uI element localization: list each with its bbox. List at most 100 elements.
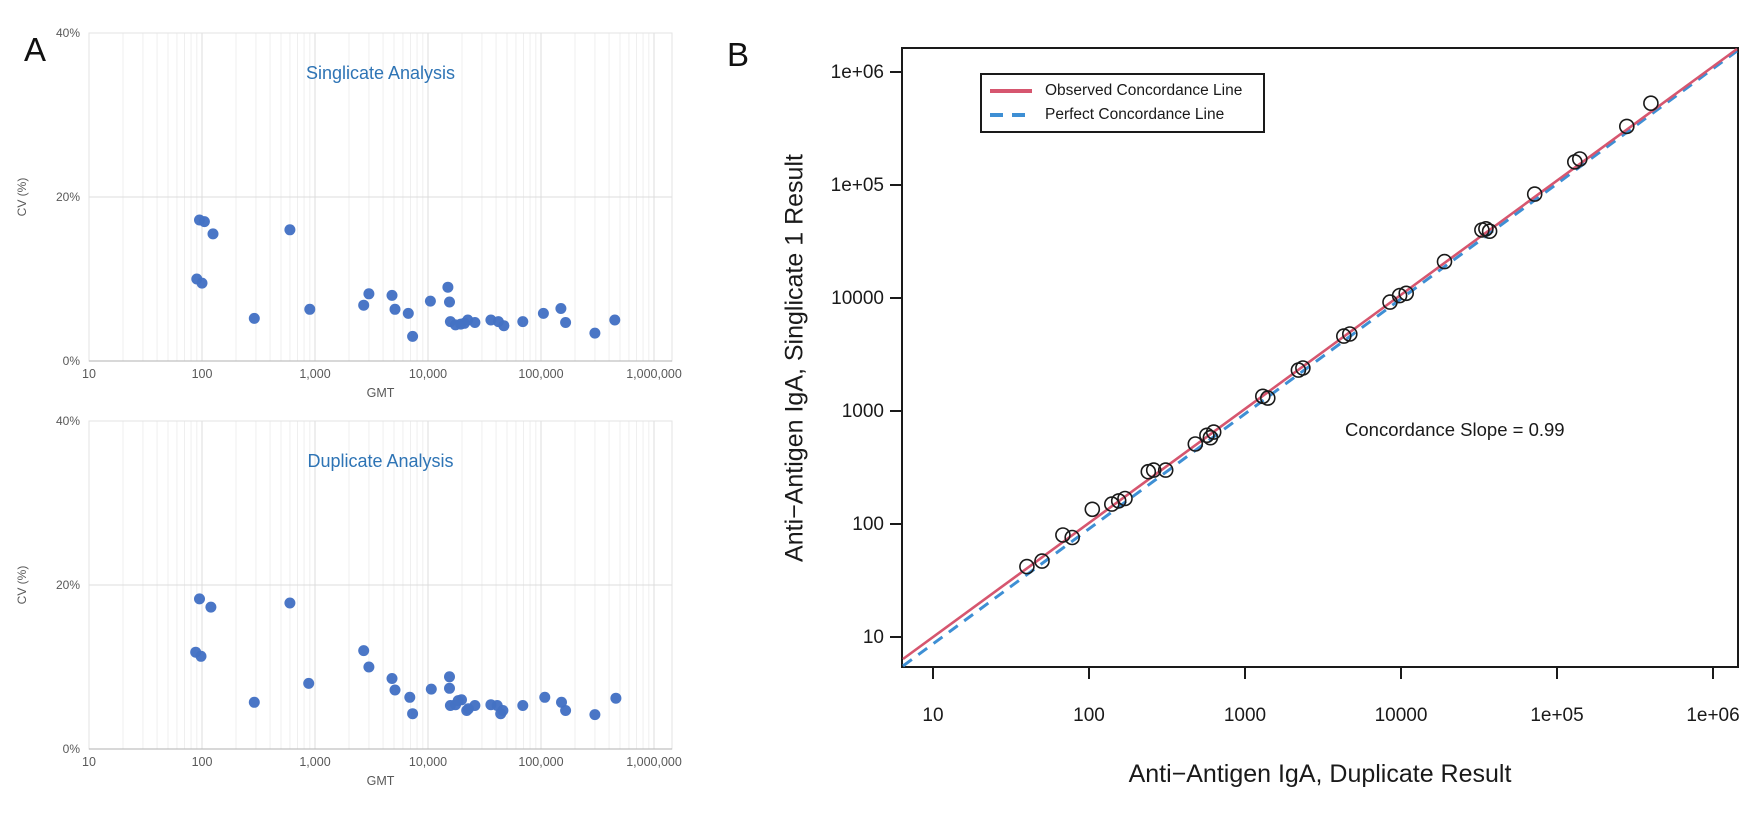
x-tick-label: 100,000 (518, 367, 563, 381)
data-point (469, 317, 481, 328)
data-point (358, 299, 370, 311)
x-tick-label: 10,000 (409, 367, 447, 381)
concordance-y-axis-title: Anti−Antigen IgA, Singlicate 1 Result (780, 154, 809, 562)
data-point (1084, 501, 1101, 518)
data-point (1055, 527, 1071, 543)
data-point (560, 317, 572, 328)
y-tick-label: 0% (63, 742, 81, 756)
data-point (1019, 558, 1035, 575)
x-tick-label: 1,000 (299, 755, 330, 769)
data-point (1572, 151, 1588, 167)
observed-line-sample (990, 89, 1032, 93)
y-tick-label: 1e+05 (831, 175, 884, 196)
data-point (497, 705, 509, 716)
data-point (517, 700, 529, 711)
data-point (1398, 285, 1414, 302)
data-point (389, 684, 401, 696)
y-tick-label: 20% (56, 190, 80, 204)
data-point (404, 691, 416, 703)
data-point (304, 303, 316, 315)
concordance-x-axis-title: Anti−Antigen IgA, Duplicate Result (1128, 760, 1512, 788)
singlicate-y-axis-title: CV (%) (15, 177, 29, 217)
data-point (444, 682, 455, 694)
x-tick-label: 100,000 (518, 755, 563, 769)
x-tick-label: 1e+06 (1686, 705, 1739, 726)
data-point (1187, 436, 1204, 452)
x-tick-label: 100 (192, 367, 213, 381)
y-tick-label: 40% (56, 26, 80, 40)
data-point (1145, 462, 1162, 478)
data-point (469, 700, 481, 711)
data-point (358, 645, 370, 657)
y-tick-label: 10000 (831, 288, 884, 309)
x-tick-label: 1,000,000 (626, 755, 682, 769)
data-point (389, 303, 401, 315)
data-point (386, 673, 398, 684)
data-point (444, 671, 455, 683)
data-point (303, 677, 315, 689)
data-point (196, 277, 208, 289)
data-point (1034, 553, 1050, 569)
data-point (284, 224, 296, 236)
data-point (589, 709, 601, 721)
duplicate-chart-title: Duplicate Analysis (307, 451, 454, 471)
data-point (1643, 95, 1659, 111)
data-point (407, 708, 419, 720)
duplicate-x-axis-title: GMT (366, 774, 395, 788)
data-point (363, 288, 375, 300)
data-point (425, 683, 437, 695)
panel-a-label: A (24, 31, 47, 68)
x-tick-label: 10000 (1375, 705, 1428, 726)
x-tick-label: 1,000 (299, 367, 330, 381)
y-tick-label: 10 (863, 627, 884, 648)
legend-entry-perfect: Perfect Concordance Line (990, 106, 1263, 124)
y-tick-label: 1e+06 (831, 62, 884, 83)
x-tick-label: 100 (1073, 705, 1105, 726)
x-tick-label: 10 (922, 705, 943, 726)
data-point (1436, 253, 1453, 270)
x-tick-label: 1000 (1224, 705, 1266, 726)
concordance-slope-annotation: Concordance Slope = 0.99 (1345, 419, 1565, 440)
x-tick-label: 10,000 (409, 755, 447, 769)
data-point (1157, 462, 1174, 478)
data-point (498, 320, 510, 332)
data-point (248, 312, 260, 324)
y-tick-label: 0% (63, 354, 81, 368)
data-point (195, 650, 207, 662)
singlicate-chart-title: Singlicate Analysis (305, 63, 456, 83)
data-point (589, 327, 601, 339)
data-point (539, 691, 551, 703)
data-point (1478, 221, 1494, 237)
data-point (194, 593, 205, 605)
data-point (284, 597, 296, 609)
data-point (537, 307, 549, 319)
duplicate-y-axis-title: CV (%) (15, 565, 29, 605)
data-point (1526, 186, 1543, 202)
data-point (456, 694, 467, 706)
x-tick-label: 10 (82, 755, 96, 769)
data-point (402, 307, 414, 319)
data-point (386, 289, 398, 301)
y-tick-label: 20% (56, 578, 80, 592)
legend-label-perfect: Perfect Concordance Line (1045, 106, 1225, 123)
x-tick-label: 1e+05 (1530, 705, 1583, 726)
data-point (407, 330, 419, 342)
data-point (1205, 424, 1222, 440)
x-tick-label: 1,000,000 (626, 367, 682, 381)
legend-label-observed: Observed Concordance Line (1045, 82, 1243, 99)
perfect-line-sample (990, 113, 1032, 117)
data-point (1064, 529, 1080, 546)
data-point (1391, 287, 1408, 304)
data-point (1104, 496, 1120, 512)
data-point (248, 696, 260, 708)
data-point (560, 705, 572, 716)
data-point (363, 661, 375, 673)
data-point (1110, 493, 1127, 509)
data-point (1295, 360, 1311, 376)
singlicate-x-axis-title: GMT (366, 386, 395, 400)
y-tick-label: 40% (56, 414, 80, 428)
data-point (556, 696, 567, 708)
y-tick-label: 1000 (842, 401, 884, 422)
data-point (1260, 390, 1276, 406)
